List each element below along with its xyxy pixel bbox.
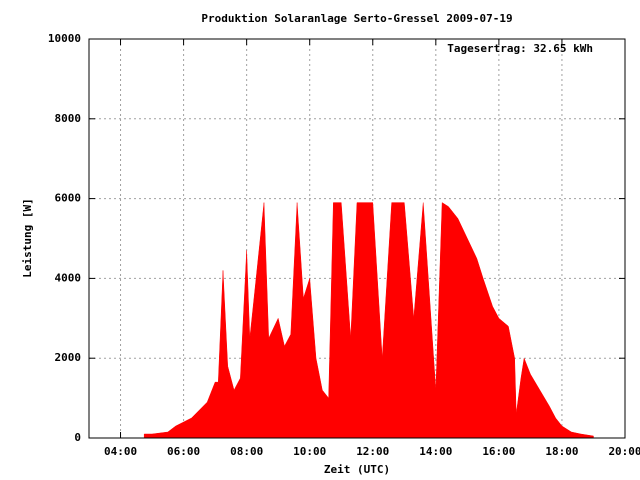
x-tick-label: 10:00	[293, 445, 326, 458]
y-tick-label: 0	[74, 431, 81, 444]
y-axis-label: Leistung [W]	[21, 198, 34, 277]
x-tick-label: 16:00	[482, 445, 515, 458]
x-tick-label: 14:00	[419, 445, 452, 458]
x-tick-label: 12:00	[356, 445, 389, 458]
x-tick-label: 08:00	[230, 445, 263, 458]
y-tick-label: 10000	[48, 32, 81, 45]
y-tick-label: 6000	[55, 192, 82, 205]
x-tick-label: 04:00	[104, 445, 137, 458]
x-tick-label: 06:00	[167, 445, 200, 458]
x-axis-label: Zeit (UTC)	[324, 463, 390, 476]
plot-frame	[88, 38, 626, 439]
x-tick-label: 20:00	[608, 445, 640, 458]
power-area	[143, 202, 594, 439]
x-tick-label: 18:00	[545, 445, 578, 458]
y-tick-label: 2000	[55, 351, 82, 364]
y-tick-label: 8000	[55, 112, 82, 125]
annotation: Tagesertrag: 32.65 kWh	[447, 42, 593, 55]
y-tick-label: 4000	[55, 271, 82, 284]
chart-title: Produktion Solaranlage Serto-Gressel 200…	[201, 12, 512, 25]
